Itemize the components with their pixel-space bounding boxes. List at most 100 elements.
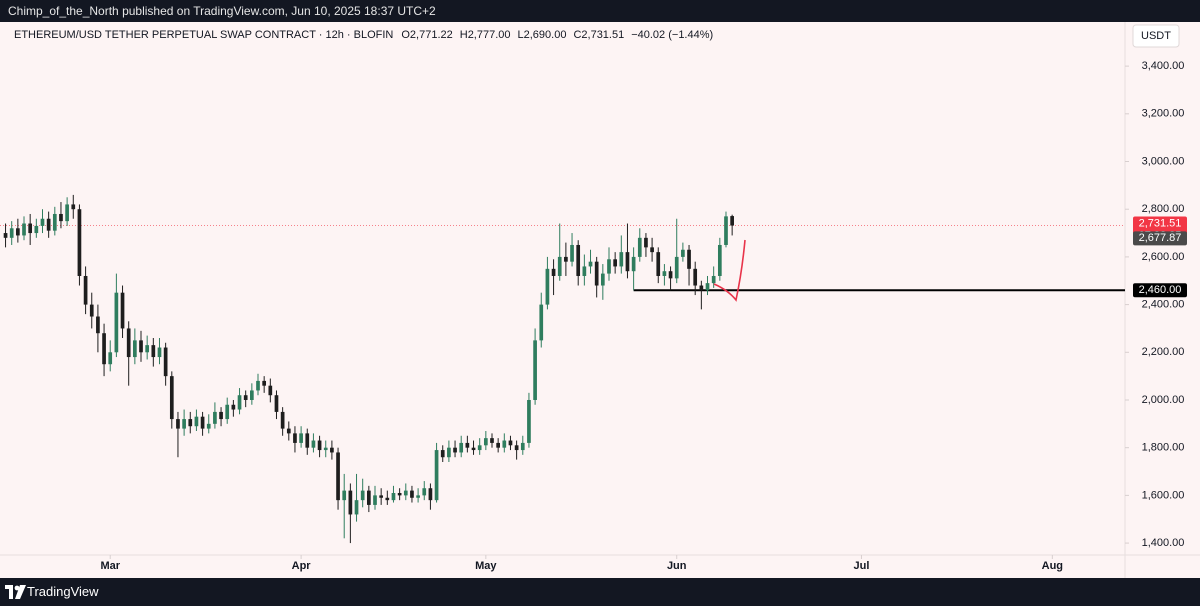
y-tick-label: 3,200.00 <box>1142 108 1185 120</box>
candle-body <box>59 213 63 222</box>
brand-bar: TradingView <box>0 578 1200 606</box>
candle-body <box>102 333 106 365</box>
candle-body <box>416 495 420 498</box>
candle-body <box>681 249 685 257</box>
marker-price-label: 2,677.87 <box>1139 232 1182 244</box>
candle-body <box>268 385 273 396</box>
candle-body <box>89 304 94 317</box>
candle-body <box>551 268 556 276</box>
candle-body <box>77 209 82 276</box>
candle-body <box>410 490 414 498</box>
candle-body <box>194 416 199 427</box>
candle-body <box>545 268 550 305</box>
candle-body <box>564 256 568 262</box>
candle-body <box>317 440 322 451</box>
candle-body <box>225 404 230 420</box>
last-price-label: 2,731.51 <box>1139 217 1182 229</box>
candle-body <box>391 492 396 501</box>
candle-body <box>428 488 433 501</box>
candle-body <box>52 213 57 231</box>
y-tick-label: 1,400.00 <box>1142 537 1185 549</box>
candle-body <box>662 271 667 276</box>
candle-body <box>699 285 704 291</box>
candle-body <box>600 273 605 286</box>
candle-body <box>539 304 544 341</box>
y-tick-label: 3,400.00 <box>1142 60 1185 72</box>
candle-body <box>120 292 125 329</box>
candle-body <box>200 416 205 429</box>
y-tick-label: 1,600.00 <box>1142 489 1185 501</box>
candle-body <box>490 438 494 443</box>
candle-body <box>397 492 402 496</box>
candle-body <box>440 450 445 458</box>
candle-body <box>496 442 500 448</box>
candle-body <box>557 256 562 276</box>
candle-body <box>459 442 464 453</box>
x-tick-label: Apr <box>292 560 312 572</box>
candle-body <box>305 433 310 448</box>
candle-body <box>354 500 359 515</box>
candle-body <box>576 244 581 276</box>
candle-body <box>139 340 143 353</box>
candle-body <box>631 256 636 272</box>
candle-body <box>182 419 186 429</box>
candle-body <box>9 228 14 238</box>
candle-body <box>637 237 642 257</box>
candle-body <box>687 249 691 269</box>
candle-body <box>126 328 131 358</box>
candle-body <box>280 411 285 429</box>
ohlc-label: O2,771.22 <box>401 29 452 41</box>
candle-body <box>342 490 347 501</box>
candle-body <box>151 345 156 358</box>
candle-body <box>360 490 365 501</box>
marks <box>0 65 1129 559</box>
candle-body <box>336 452 340 501</box>
y-tick-label: 3,000.00 <box>1142 155 1185 167</box>
candle-body <box>96 316 100 334</box>
candle-body <box>607 259 611 274</box>
candle-body <box>385 497 390 501</box>
candle-body <box>231 404 236 410</box>
x-tick-label: Aug <box>1042 560 1063 572</box>
candle-body <box>434 450 439 501</box>
candle-body <box>65 204 69 222</box>
x-tick-label: May <box>475 560 497 572</box>
candle-body <box>379 495 384 498</box>
x-tick-label: Jul <box>854 560 870 572</box>
y-tick-label: 2,800.00 <box>1142 203 1185 215</box>
candle-body <box>348 490 353 515</box>
candle-body <box>717 244 722 276</box>
candle-body <box>514 445 519 451</box>
candle-body <box>286 428 291 434</box>
ohlc-label: H2,777.00 <box>460 29 511 41</box>
candle-body <box>46 218 51 231</box>
candle-body <box>22 223 26 236</box>
candle-body <box>502 440 507 448</box>
candle-body <box>145 345 150 353</box>
brand-logo <box>5 585 26 599</box>
candle-body <box>366 490 371 505</box>
candle-body <box>705 283 710 291</box>
candle-body <box>453 447 457 453</box>
candle-body <box>330 447 334 453</box>
chart-title: ETHEREUM/USD TETHER PERPETUAL SWAP CONTR… <box>14 29 393 41</box>
candle-body <box>114 292 119 353</box>
candle-body <box>262 380 267 386</box>
candle-body <box>237 395 242 410</box>
candle-body <box>674 256 679 279</box>
drawing-check <box>713 239 746 302</box>
y-tick-label: 1,800.00 <box>1142 442 1185 454</box>
candle-body <box>28 223 33 234</box>
candle-body <box>724 216 728 245</box>
candle-body <box>533 340 537 400</box>
currency-box <box>1132 24 1180 48</box>
candle-body <box>730 216 734 226</box>
candle-body <box>157 347 162 358</box>
candle-body <box>213 411 217 424</box>
candle-body <box>188 419 193 427</box>
ohlc-label: C2,731.51 <box>573 29 624 41</box>
y-tick-label: 2,400.00 <box>1142 299 1185 311</box>
candle-body <box>422 488 427 496</box>
candle-body <box>447 447 451 458</box>
candle-body <box>471 447 476 451</box>
